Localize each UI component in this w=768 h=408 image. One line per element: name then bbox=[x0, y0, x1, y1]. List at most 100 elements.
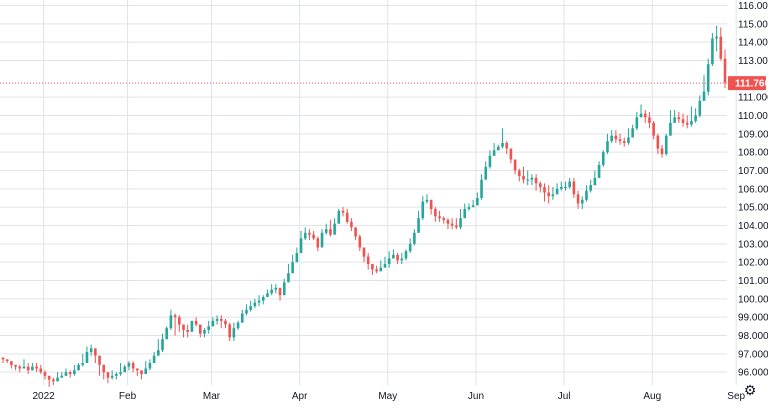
candle-body bbox=[492, 150, 496, 156]
candle-body bbox=[350, 221, 353, 228]
candle-body bbox=[232, 328, 236, 338]
candle-body bbox=[606, 141, 609, 153]
candle bbox=[43, 370, 47, 380]
candle-body bbox=[610, 135, 613, 142]
candle-body bbox=[337, 210, 341, 224]
candle bbox=[98, 355, 101, 376]
candle-body bbox=[261, 297, 265, 301]
candle bbox=[119, 363, 122, 376]
candle-body bbox=[98, 355, 101, 365]
candle-body bbox=[526, 179, 530, 181]
candle bbox=[282, 278, 286, 296]
candle-body bbox=[115, 374, 118, 376]
candle bbox=[85, 346, 89, 363]
candle-body bbox=[18, 366, 22, 369]
candle bbox=[522, 166, 525, 184]
x-tick-label: Feb bbox=[119, 391, 137, 402]
candle-body bbox=[480, 179, 483, 198]
candle-body bbox=[488, 155, 492, 167]
candle-body bbox=[341, 210, 345, 213]
candle bbox=[152, 352, 156, 363]
candle bbox=[127, 361, 131, 371]
candle-body bbox=[14, 364, 17, 367]
candle bbox=[413, 229, 416, 246]
y-tick-label: 98.000 bbox=[738, 331, 768, 342]
gear-icon[interactable]: ⚙ bbox=[743, 383, 757, 399]
candle bbox=[702, 75, 706, 101]
candle-body bbox=[543, 187, 546, 193]
candle bbox=[652, 121, 655, 140]
candle-body bbox=[614, 135, 618, 140]
candle-body bbox=[597, 165, 601, 178]
candle bbox=[366, 253, 370, 270]
candle bbox=[698, 95, 702, 118]
candle bbox=[245, 304, 248, 316]
candle-body bbox=[257, 300, 261, 303]
candle-body bbox=[404, 251, 408, 259]
candle bbox=[266, 289, 269, 297]
candle-body bbox=[211, 320, 215, 327]
candle-body bbox=[249, 306, 252, 310]
candle bbox=[539, 181, 542, 193]
grid-lines bbox=[0, 0, 737, 385]
candle-body bbox=[664, 135, 668, 154]
candle-body bbox=[471, 205, 475, 208]
candle bbox=[492, 143, 496, 156]
candle-body bbox=[295, 253, 299, 263]
candle-body bbox=[513, 159, 517, 171]
candle bbox=[371, 264, 374, 275]
candle bbox=[425, 194, 429, 204]
candle-body bbox=[434, 209, 437, 217]
candle-body bbox=[64, 372, 68, 376]
candle bbox=[711, 33, 714, 66]
candle bbox=[719, 27, 723, 61]
candle bbox=[589, 179, 592, 193]
x-tick-label: Jul bbox=[558, 391, 571, 402]
y-tick-label: 110.000 bbox=[738, 111, 768, 122]
candle bbox=[329, 220, 332, 237]
y-tick-label: 103.000 bbox=[738, 239, 768, 250]
candle-body bbox=[329, 229, 332, 235]
y-tick-label: 105.000 bbox=[738, 203, 768, 214]
candle-body bbox=[77, 364, 80, 371]
candle bbox=[455, 218, 458, 230]
candle bbox=[543, 183, 546, 202]
candle bbox=[190, 320, 194, 332]
candle-body bbox=[555, 188, 559, 195]
candle-body bbox=[387, 258, 391, 264]
candle-body bbox=[576, 194, 580, 204]
candle-body bbox=[333, 223, 336, 235]
candle bbox=[446, 218, 450, 230]
y-tick-label: 114.000 bbox=[738, 38, 768, 49]
y-tick-label: 100.000 bbox=[738, 294, 768, 305]
candle bbox=[480, 174, 483, 200]
candle bbox=[421, 196, 425, 220]
candle bbox=[534, 174, 538, 191]
candle bbox=[316, 236, 320, 252]
x-tick-label: Apr bbox=[292, 391, 308, 402]
candle bbox=[308, 229, 311, 241]
candle bbox=[211, 317, 215, 327]
candle-series bbox=[1, 25, 727, 387]
candle bbox=[509, 148, 513, 164]
candle-body bbox=[627, 137, 630, 143]
candle-body bbox=[169, 315, 173, 329]
candle-body bbox=[270, 289, 273, 294]
candle bbox=[576, 190, 580, 209]
candle-body bbox=[408, 243, 412, 252]
y-tick-label: 102.000 bbox=[738, 258, 768, 269]
candle bbox=[643, 110, 647, 123]
candle bbox=[60, 372, 64, 378]
candle bbox=[400, 253, 404, 264]
candle-body bbox=[455, 225, 458, 228]
candle-body bbox=[467, 207, 471, 209]
candle bbox=[358, 234, 362, 252]
candle-body bbox=[119, 372, 122, 374]
candle bbox=[295, 247, 299, 263]
candle-body bbox=[652, 122, 655, 136]
candle-body bbox=[715, 36, 718, 39]
candle bbox=[690, 106, 693, 127]
candle-body bbox=[10, 361, 13, 365]
